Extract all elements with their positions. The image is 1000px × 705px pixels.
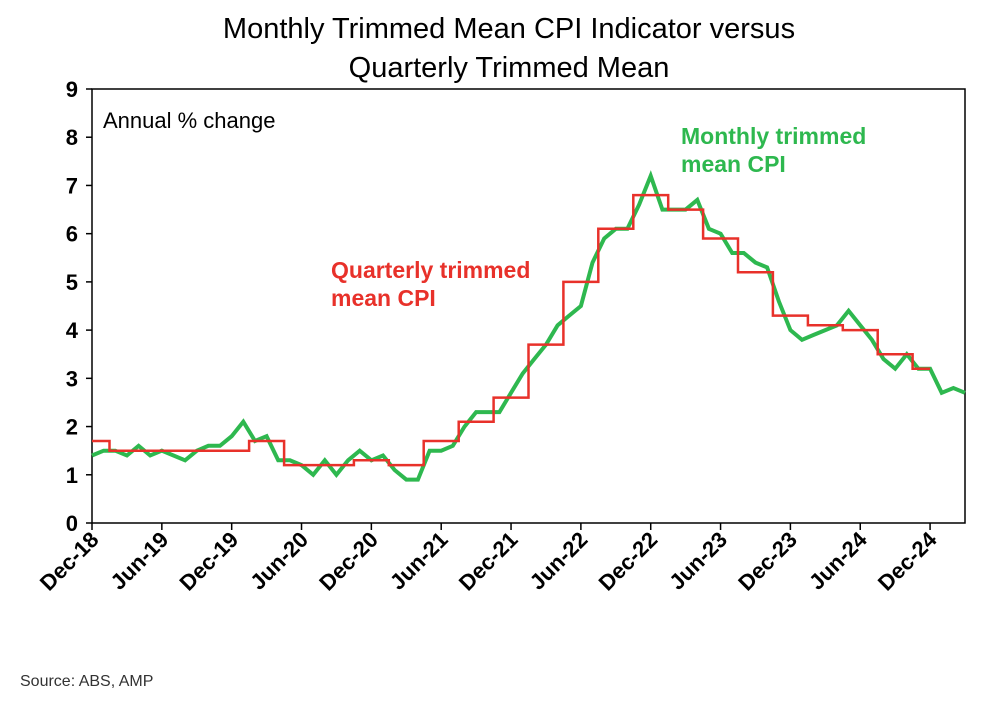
y-tick-label: 1 [66,463,78,488]
x-tick-label: Dec-20 [314,527,383,596]
x-axis: Dec-18 Jun-19 Dec-19 Jun-20 Dec-20 Jun-21 Dec-… [35,523,942,596]
series-line-monthly [91,170,966,482]
y-tick-label: 0 [66,511,78,536]
x-tick-label: Jun-23 [664,527,732,595]
y-tick-label: 7 [66,173,78,198]
series-lines [91,170,966,482]
source-note: Source: ABS, AMP [20,673,154,690]
y-tick-label: 5 [66,270,78,295]
series-label-quarterly: mean CPI [331,285,436,311]
y-tick-label: 8 [66,125,78,150]
series-line-quarterly [92,193,931,467]
y-tick-label: 9 [66,77,78,102]
y-tick-label: 3 [66,366,78,391]
x-tick-label: Dec-22 [594,527,663,596]
series-label-monthly: Monthly trimmed [681,123,866,149]
annotation-annual-change: Annual % change [103,108,275,133]
y-tick-label: 4 [66,318,79,343]
chart-subtitle: Quarterly Trimmed Mean [349,52,670,84]
x-tick-label: Dec-19 [175,527,244,596]
x-tick-label: Jun-19 [106,527,174,595]
x-tick-label: Jun-24 [804,526,872,594]
series-label-quarterly: Quarterly trimmed [331,257,530,283]
x-tick-label: Dec-23 [733,527,802,596]
y-axis: 0 1 2 3 4 5 6 7 8 9 [66,77,92,536]
x-tick-label: Jun-22 [525,527,593,595]
y-tick-label: 6 [66,222,78,247]
plot-area [91,88,966,524]
series-label-monthly: mean CPI [681,151,786,177]
x-tick-label: Jun-21 [385,527,453,595]
x-tick-label: Dec-24 [873,526,942,595]
x-tick-label: Dec-18 [35,527,104,596]
chart-title: Monthly Trimmed Mean CPI Indicator versu… [223,13,795,45]
y-tick-label: 2 [66,415,78,440]
x-tick-label: Dec-21 [454,527,523,596]
x-tick-label: Jun-20 [245,527,313,595]
